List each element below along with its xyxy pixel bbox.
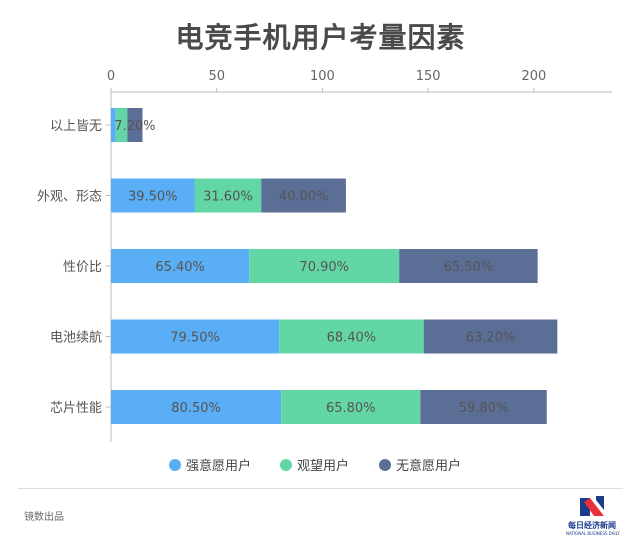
bar-segment: [420, 390, 547, 424]
source-label: 镜数出品: [24, 512, 64, 523]
legend-label: 无意愿用户: [396, 458, 461, 474]
bar-segment: [111, 390, 282, 424]
bar-segment: [111, 249, 250, 283]
bar-segment: [127, 108, 143, 142]
x-tick-label: 0: [107, 69, 115, 84]
logo-english-text: NATIONAL BUSINESS DAILY: [566, 531, 620, 536]
data-label: 63.20%: [466, 331, 516, 346]
x-tick-label: 50: [208, 69, 225, 84]
data-label: 68.40%: [327, 331, 377, 346]
data-label: 7.20%: [114, 119, 155, 134]
legend-marker: [280, 459, 292, 471]
x-tick-label: 200: [521, 69, 546, 84]
bar-segment: [399, 249, 538, 283]
publisher-logo: 每日经济新闻 NATIONAL BUSINESS DAILY: [566, 494, 620, 538]
stacked-bar-chart: 0 50 100 150 200 以上皆无 7.20% 外观、形态 39.50% 31.60% 40…: [37, 69, 612, 474]
legend-label: 强意愿用户: [186, 458, 251, 474]
logo-mark-icon: [580, 496, 604, 516]
bar-segment: [111, 108, 116, 142]
bar-segment: [115, 108, 128, 142]
data-label: 79.50%: [170, 331, 220, 346]
category-label: 电池续航: [50, 330, 102, 346]
x-tick-label: 150: [416, 69, 441, 84]
category-label: 外观、形态: [37, 190, 102, 205]
legend-marker: [379, 459, 391, 471]
bar-segment: [111, 178, 195, 213]
x-tick-label: 100: [310, 69, 335, 84]
bar-segment: [194, 178, 262, 213]
chart-title: 电竞手机用户考量因素: [175, 21, 466, 54]
data-label: 70.90%: [299, 260, 349, 275]
data-label: 65.80%: [326, 401, 376, 416]
bar-segment: [261, 178, 346, 213]
data-label: 80.50%: [171, 401, 221, 416]
bar-segment: [423, 319, 558, 354]
legend-label: 观望用户: [297, 458, 349, 474]
data-label: 39.50%: [128, 190, 178, 205]
bar-segment: [111, 319, 280, 354]
data-label: 31.60%: [203, 190, 253, 205]
data-label: 59.80%: [459, 401, 509, 416]
bar-segment: [281, 390, 421, 424]
data-label: 40.00%: [279, 190, 329, 205]
logo-chinese-text: 每日经济新闻: [568, 521, 616, 530]
category-label: 以上皆无: [50, 119, 102, 134]
data-label: 65.50%: [444, 260, 494, 275]
bar-segment: [279, 319, 424, 354]
bar-segment: [249, 249, 400, 283]
category-label: 性价比: [63, 260, 102, 275]
data-label: 65.40%: [155, 260, 205, 275]
legend-marker: [169, 459, 181, 471]
footer-divider: [18, 488, 623, 489]
category-label: 芯片性能: [50, 401, 102, 416]
